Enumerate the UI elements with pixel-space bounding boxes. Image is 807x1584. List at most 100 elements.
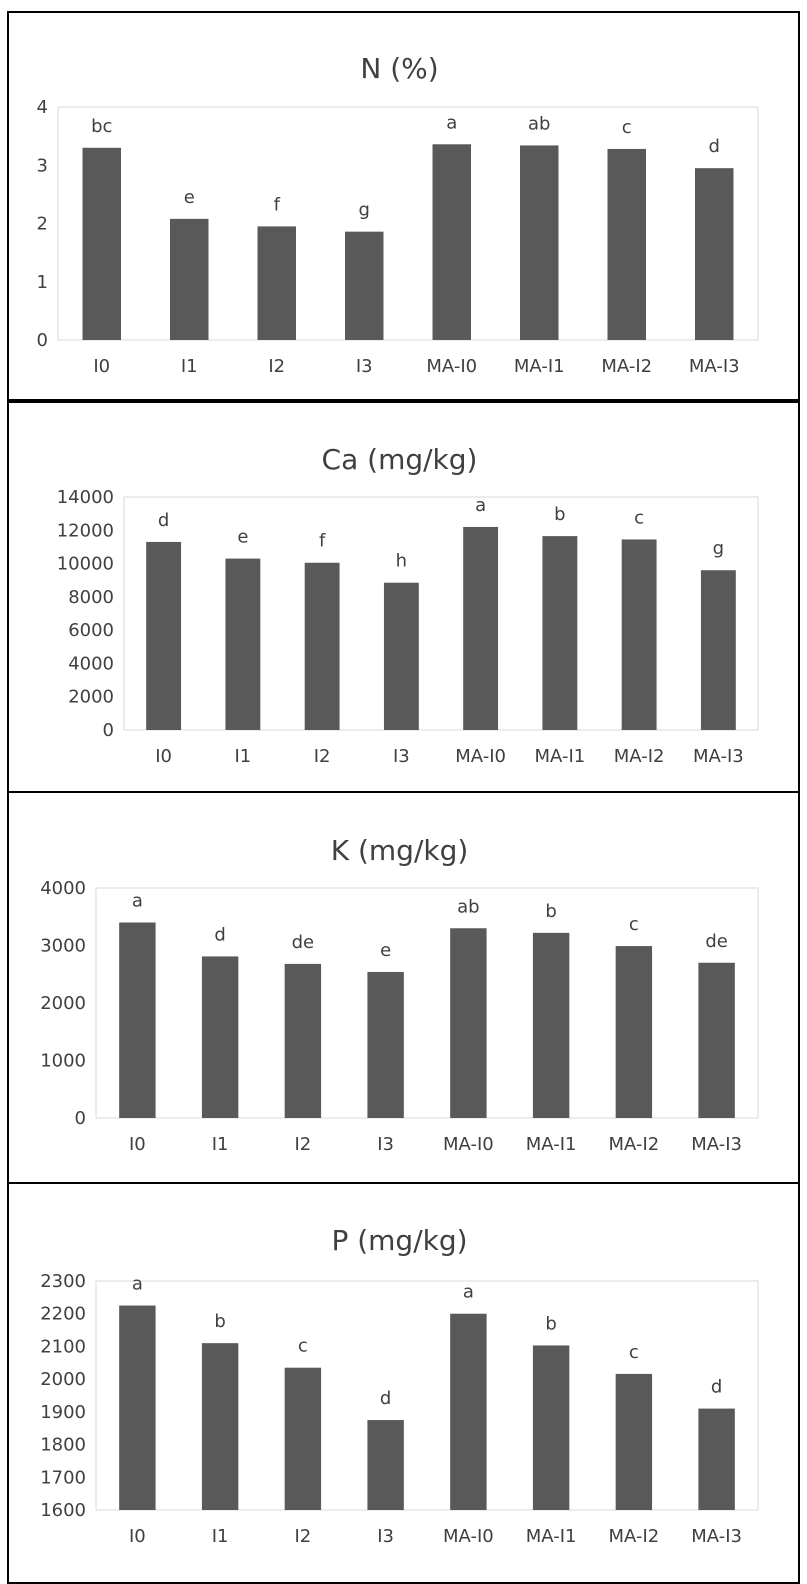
x-tick-label: I1	[234, 746, 251, 767]
y-tick-label: 1700	[40, 1467, 86, 1488]
data-label: de	[705, 931, 728, 952]
plot-area	[57, 106, 759, 341]
y-tick-label: 0	[75, 1108, 86, 1129]
x-tick-label: I2	[294, 1526, 311, 1547]
data-label: e	[237, 527, 248, 548]
x-tick-label: MA-I2	[601, 356, 652, 377]
plot-area	[123, 496, 759, 731]
bar	[201, 956, 239, 1118]
x-tick-label: I3	[377, 1526, 394, 1547]
chart-title: P (mg/kg)	[331, 1224, 467, 1257]
x-tick-label: MA-I2	[609, 1134, 660, 1155]
bar	[532, 932, 570, 1118]
bar	[170, 218, 209, 340]
data-label: c	[629, 1342, 639, 1363]
data-label: b	[545, 1313, 556, 1334]
data-label: bc	[91, 116, 112, 137]
bar	[284, 1367, 322, 1510]
bar	[700, 570, 736, 730]
x-tick-label: I3	[377, 1134, 394, 1155]
data-label: c	[629, 914, 639, 935]
y-tick-label: 1	[37, 272, 48, 293]
bar	[146, 541, 182, 730]
bar	[119, 1305, 156, 1510]
x-tick-label: I3	[393, 746, 410, 767]
x-tick-label: MA-I2	[609, 1526, 660, 1547]
x-tick-label: I1	[212, 1134, 229, 1155]
plot-area	[95, 887, 759, 1119]
bar	[615, 1373, 653, 1510]
x-tick-label: MA-I1	[535, 746, 586, 767]
bar	[450, 928, 487, 1118]
x-tick-label: MA-I0	[455, 746, 506, 767]
data-label: h	[396, 551, 407, 572]
y-tick-label: 2000	[40, 1369, 86, 1390]
chart-panel-1: Ca (mg/kg) 0 2000 4000 6000 8000 10000 12000 140…	[7, 401, 800, 793]
x-tick-label: MA-I3	[691, 1134, 742, 1155]
data-label: b	[554, 504, 565, 525]
chart-title: Ca (mg/kg)	[322, 443, 478, 476]
y-tick-label: 2000	[68, 687, 114, 708]
data-label: a	[446, 112, 457, 133]
y-tick-label: 2100	[40, 1336, 86, 1357]
y-tick-label: 3000	[40, 936, 86, 957]
x-tick-label: I2	[268, 356, 285, 377]
data-label: d	[380, 1388, 391, 1409]
x-tick-label: MA-I3	[693, 746, 744, 767]
chart-panel-3: P (mg/kg) 1600 1700 1800 1900 2000 2100 2200 230…	[7, 1182, 800, 1584]
x-tick-label: I0	[93, 356, 110, 377]
bar	[304, 562, 340, 730]
y-tick-label: 12000	[57, 520, 114, 541]
bar	[367, 971, 404, 1118]
data-label: b	[545, 901, 556, 922]
data-label: d	[709, 136, 720, 157]
bar	[257, 226, 296, 340]
y-tick-label: 1600	[40, 1500, 86, 1521]
bar	[119, 922, 156, 1118]
bar	[82, 147, 121, 340]
bar	[615, 946, 653, 1118]
plot-area	[95, 1280, 759, 1511]
x-tick-label: I2	[294, 1134, 311, 1155]
x-tick-label: MA-I3	[689, 356, 740, 377]
data-label: f	[319, 531, 326, 552]
data-label: c	[298, 1336, 308, 1357]
data-label: a	[132, 1274, 143, 1295]
bar	[450, 1313, 487, 1510]
x-tick-label: I2	[314, 746, 331, 767]
data-label: a	[132, 891, 143, 912]
data-label: b	[214, 1311, 225, 1332]
bar	[463, 526, 499, 730]
bar	[698, 962, 735, 1118]
x-tick-label: MA-I0	[426, 356, 477, 377]
chart-title: N (%)	[360, 52, 438, 85]
data-label: d	[711, 1377, 722, 1398]
bar	[383, 582, 419, 730]
x-tick-label: I0	[129, 1526, 146, 1547]
y-tick-label: 2000	[40, 993, 86, 1014]
y-tick-label: 2200	[40, 1304, 86, 1325]
chart-frame	[7, 11, 800, 401]
y-tick-label: 2	[37, 214, 48, 235]
y-tick-label: 6000	[68, 620, 114, 641]
data-label: f	[274, 194, 281, 215]
data-label: c	[622, 117, 632, 138]
x-tick-label: MA-I3	[691, 1526, 742, 1547]
data-label: g	[359, 200, 370, 221]
bar	[432, 144, 471, 340]
y-tick-label: 4000	[40, 878, 86, 899]
y-tick-label: 1900	[40, 1402, 86, 1423]
bar	[695, 168, 734, 340]
y-tick-label: 0	[37, 330, 48, 351]
data-label: a	[475, 495, 486, 516]
data-label: e	[184, 187, 195, 208]
data-label: g	[713, 538, 724, 559]
data-label: de	[292, 932, 315, 953]
x-tick-label: I1	[181, 356, 198, 377]
x-tick-label: I0	[129, 1134, 146, 1155]
data-label: a	[463, 1282, 474, 1303]
bar	[367, 1420, 404, 1510]
y-tick-label: 2300	[40, 1271, 86, 1292]
data-label: e	[380, 940, 391, 961]
